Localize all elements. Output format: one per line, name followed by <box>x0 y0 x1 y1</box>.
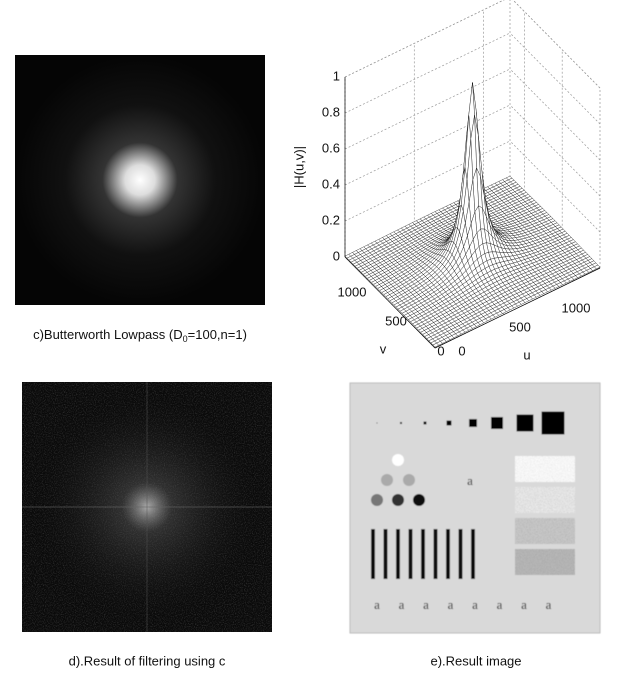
vertical-bars <box>371 529 475 579</box>
wall-grid-line <box>344 104 511 186</box>
z-tick-label: 0.8 <box>322 104 340 119</box>
noise-rect <box>515 518 575 544</box>
bar <box>408 529 413 579</box>
square <box>376 422 378 424</box>
v-axis <box>344 256 436 349</box>
u-tick-label: 0 <box>458 343 465 358</box>
v-tick-label: 0 <box>437 343 444 358</box>
wall-grid-line <box>344 0 505 78</box>
caption-e: e).Result image <box>430 653 521 668</box>
wall-grid-line <box>512 0 601 89</box>
bar <box>446 529 450 579</box>
large-letter: a <box>467 473 473 488</box>
surface-patch <box>432 342 440 348</box>
square <box>400 422 402 424</box>
noise-rect <box>515 456 575 482</box>
wall-grid-line <box>344 32 511 114</box>
caption-c: c)Butterworth Lowpass (D0=100,n=1) <box>33 327 247 344</box>
v-tick-label: 1000 <box>338 284 367 299</box>
u-axis <box>434 267 601 349</box>
bar <box>458 529 463 579</box>
butterworth-filter-image <box>15 55 265 305</box>
square <box>491 417 503 429</box>
z-tick-label: 0.2 <box>322 212 340 227</box>
circle <box>392 494 404 506</box>
noise-rect <box>515 549 575 575</box>
square <box>423 421 427 425</box>
wall-grid-line <box>509 32 601 125</box>
small-letter: a <box>423 597 429 612</box>
square <box>469 419 477 427</box>
result-image: a a a a a a a a a <box>349 382 601 634</box>
small-letter: a <box>399 597 405 612</box>
circle <box>403 474 415 486</box>
bar <box>471 529 475 579</box>
small-letter: a <box>374 597 380 612</box>
square <box>541 411 565 435</box>
wall-grid-line <box>344 68 511 150</box>
wall-grid-line <box>509 140 601 233</box>
surface-plot: 0 0.2 0.4 0.6 0.8 1 0 500 1000 0 500 1000 <box>322 0 601 358</box>
bar <box>421 529 425 579</box>
wall-grid-line <box>509 104 601 197</box>
small-letter: a <box>497 597 503 612</box>
z-tick-label: 1 <box>333 68 340 83</box>
v-axis-label: v <box>380 341 387 356</box>
noise-rect <box>515 487 575 513</box>
circle <box>413 494 425 506</box>
small-letter: a <box>448 597 454 612</box>
small-letter: a <box>521 597 527 612</box>
box-edge <box>512 0 601 89</box>
square <box>516 414 534 432</box>
u-axis-label: u <box>523 347 530 362</box>
circle <box>392 454 404 466</box>
bar <box>383 529 388 579</box>
u-tick-label: 500 <box>509 319 531 334</box>
caption-d: d).Result of filtering using c <box>69 653 226 668</box>
z-axis-label: |H(u,v)| <box>291 146 306 188</box>
small-letter: a <box>546 597 552 612</box>
wall-grid-line <box>509 68 601 161</box>
z-tick-label: 0 <box>333 248 340 263</box>
box-edge <box>344 0 505 78</box>
bar <box>433 529 438 579</box>
bar <box>371 529 375 579</box>
square-row <box>376 411 565 435</box>
wall-grid-line <box>344 140 511 222</box>
small-letter: a <box>472 597 478 612</box>
z-tick-label: 0.6 <box>322 140 340 155</box>
circle <box>381 474 393 486</box>
v-tick-label: 500 <box>385 313 407 328</box>
z-tick-label: 0.4 <box>322 176 340 191</box>
circle <box>371 494 383 506</box>
u-tick-label: 1000 <box>562 300 591 315</box>
bar <box>396 529 400 579</box>
square <box>446 420 452 426</box>
